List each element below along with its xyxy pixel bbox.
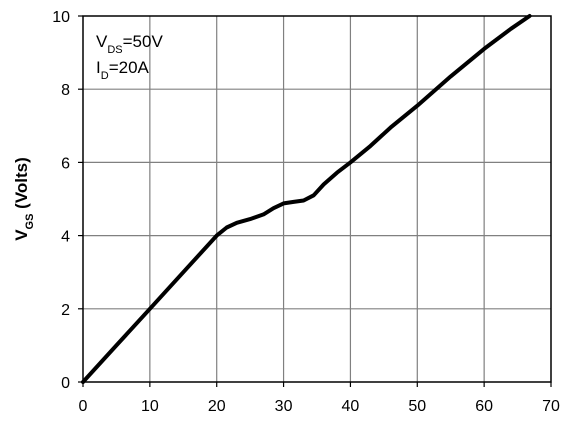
x-tick-label: 0 <box>79 398 88 415</box>
y-axis-ticks: 0 2 4 6 8 10 <box>52 9 83 392</box>
x-tick-label: 70 <box>542 398 560 415</box>
x-tick-label: 60 <box>475 398 493 415</box>
x-axis-ticks: 0 10 20 30 40 50 60 70 <box>79 382 560 415</box>
x-tick-label: 10 <box>141 398 159 415</box>
y-tick-label: 8 <box>61 82 70 99</box>
y-axis-label: VGS (Volts) <box>12 157 36 241</box>
y-tick-label: 2 <box>61 302 70 319</box>
y-tick-label: 10 <box>52 9 70 26</box>
series-line <box>81 14 532 384</box>
y-tick-label: 4 <box>61 229 70 246</box>
x-tick-label: 30 <box>275 398 293 415</box>
y-tick-label: 0 <box>61 375 70 392</box>
x-tick-label: 20 <box>208 398 226 415</box>
grid <box>83 16 551 382</box>
y-tick-label: 6 <box>61 155 70 172</box>
plot-frame <box>82 15 552 383</box>
annotation-vds: VDS=50V <box>96 32 163 56</box>
annotation-id: ID=20A <box>96 58 150 82</box>
x-tick-label: 50 <box>408 398 426 415</box>
x-tick-label: 40 <box>342 398 360 415</box>
